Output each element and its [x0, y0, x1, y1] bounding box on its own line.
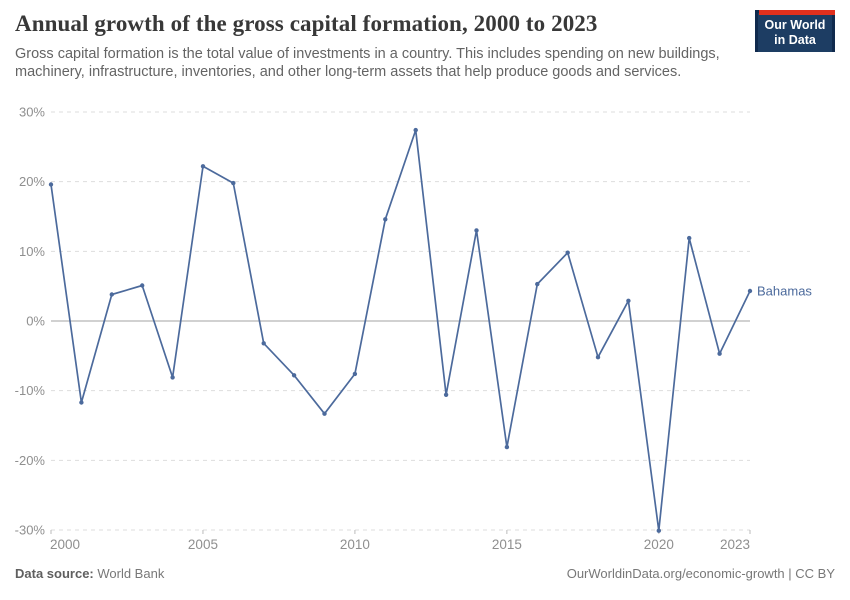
x-tick-label: 2005: [188, 537, 218, 552]
data-point[interactable]: [413, 127, 418, 133]
x-tick-label: 2000: [50, 537, 80, 552]
x-tick-label: 2010: [340, 537, 370, 552]
series-end-label[interactable]: Bahamas: [757, 284, 812, 299]
data-point[interactable]: [443, 392, 449, 397]
y-tick-label: 30%: [19, 105, 45, 120]
data-point[interactable]: [261, 341, 266, 346]
x-tick-label: 2023: [720, 537, 750, 552]
y-tick-label: -30%: [15, 523, 46, 538]
data-point[interactable]: [747, 288, 753, 294]
data-point[interactable]: [474, 228, 479, 233]
y-tick-label: 0%: [26, 314, 45, 329]
data-point[interactable]: [322, 411, 327, 416]
chart-subtitle: Gross capital formation is the total val…: [15, 45, 720, 80]
data-point[interactable]: [535, 281, 540, 287]
y-tick-label: -20%: [15, 453, 46, 468]
data-source-label: Data source:: [15, 566, 94, 581]
owid-logo-line2: in Data: [774, 33, 816, 47]
data-point[interactable]: [200, 164, 206, 169]
data-point[interactable]: [687, 235, 692, 241]
data-point[interactable]: [565, 250, 570, 255]
chart-area: -30% -20% -10% 0% 10% 20% 30% 2000 2005 2010 2015 2…: [0, 100, 850, 560]
data-point[interactable]: [626, 298, 631, 303]
owid-logo-box: Our World in Data: [755, 10, 835, 52]
data-point[interactable]: [291, 373, 297, 378]
series-line-bahamas[interactable]: [50, 129, 751, 532]
chart-footer: Data source: World Bank OurWorldinData.o…: [15, 566, 835, 581]
data-point[interactable]: [504, 444, 510, 450]
data-source: Data source: World Bank: [15, 566, 164, 581]
data-point[interactable]: [656, 528, 661, 533]
data-point[interactable]: [352, 371, 358, 377]
y-tick-label: 10%: [19, 244, 45, 259]
data-point[interactable]: [595, 355, 601, 360]
x-tick-label: 2020: [644, 537, 674, 552]
chart-header: Annual growth of the gross capital forma…: [15, 10, 835, 81]
owid-logo-line1: Our World: [764, 18, 826, 32]
data-point[interactable]: [109, 292, 115, 297]
x-tick-label: 2015: [492, 537, 522, 552]
data-point[interactable]: [383, 217, 388, 222]
chart-svg: -30% -20% -10% 0% 10% 20% 30% 2000 2005 2010 2015 2…: [15, 105, 813, 553]
y-tick-label: 20%: [19, 174, 45, 189]
data-point[interactable]: [79, 400, 84, 405]
data-point[interactable]: [140, 283, 145, 288]
data-point[interactable]: [717, 351, 722, 356]
data-point[interactable]: [48, 182, 54, 187]
owid-logo-red-stripe: [759, 10, 835, 15]
y-tick-label: -10%: [15, 383, 46, 398]
data-point[interactable]: [170, 375, 175, 380]
page-title: Annual growth of the gross capital forma…: [15, 11, 598, 36]
credit-link[interactable]: OurWorldinData.org/economic-growth | CC …: [566, 566, 835, 581]
data-point[interactable]: [231, 180, 236, 186]
data-source-value: World Bank: [93, 566, 165, 581]
